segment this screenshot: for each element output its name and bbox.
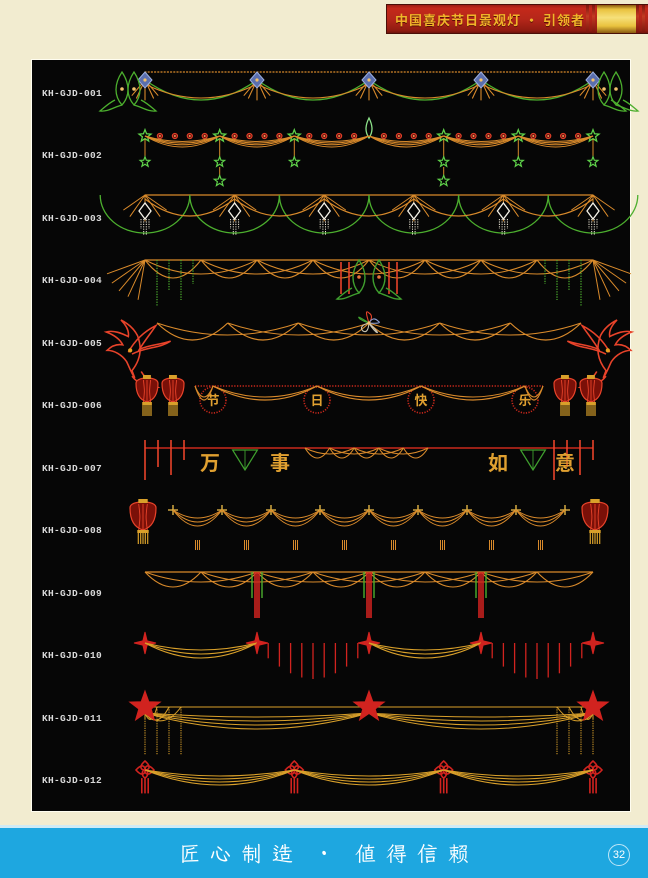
- svg-text:节: 节: [206, 390, 219, 409]
- svg-text:日: 日: [310, 390, 323, 409]
- svg-text:如: 如: [488, 447, 508, 476]
- svg-text:快: 快: [414, 390, 427, 409]
- svg-text:意: 意: [555, 447, 575, 476]
- svg-text:乐: 乐: [518, 390, 531, 409]
- svg-text:万: 万: [200, 447, 220, 476]
- svg-text:事: 事: [270, 447, 290, 476]
